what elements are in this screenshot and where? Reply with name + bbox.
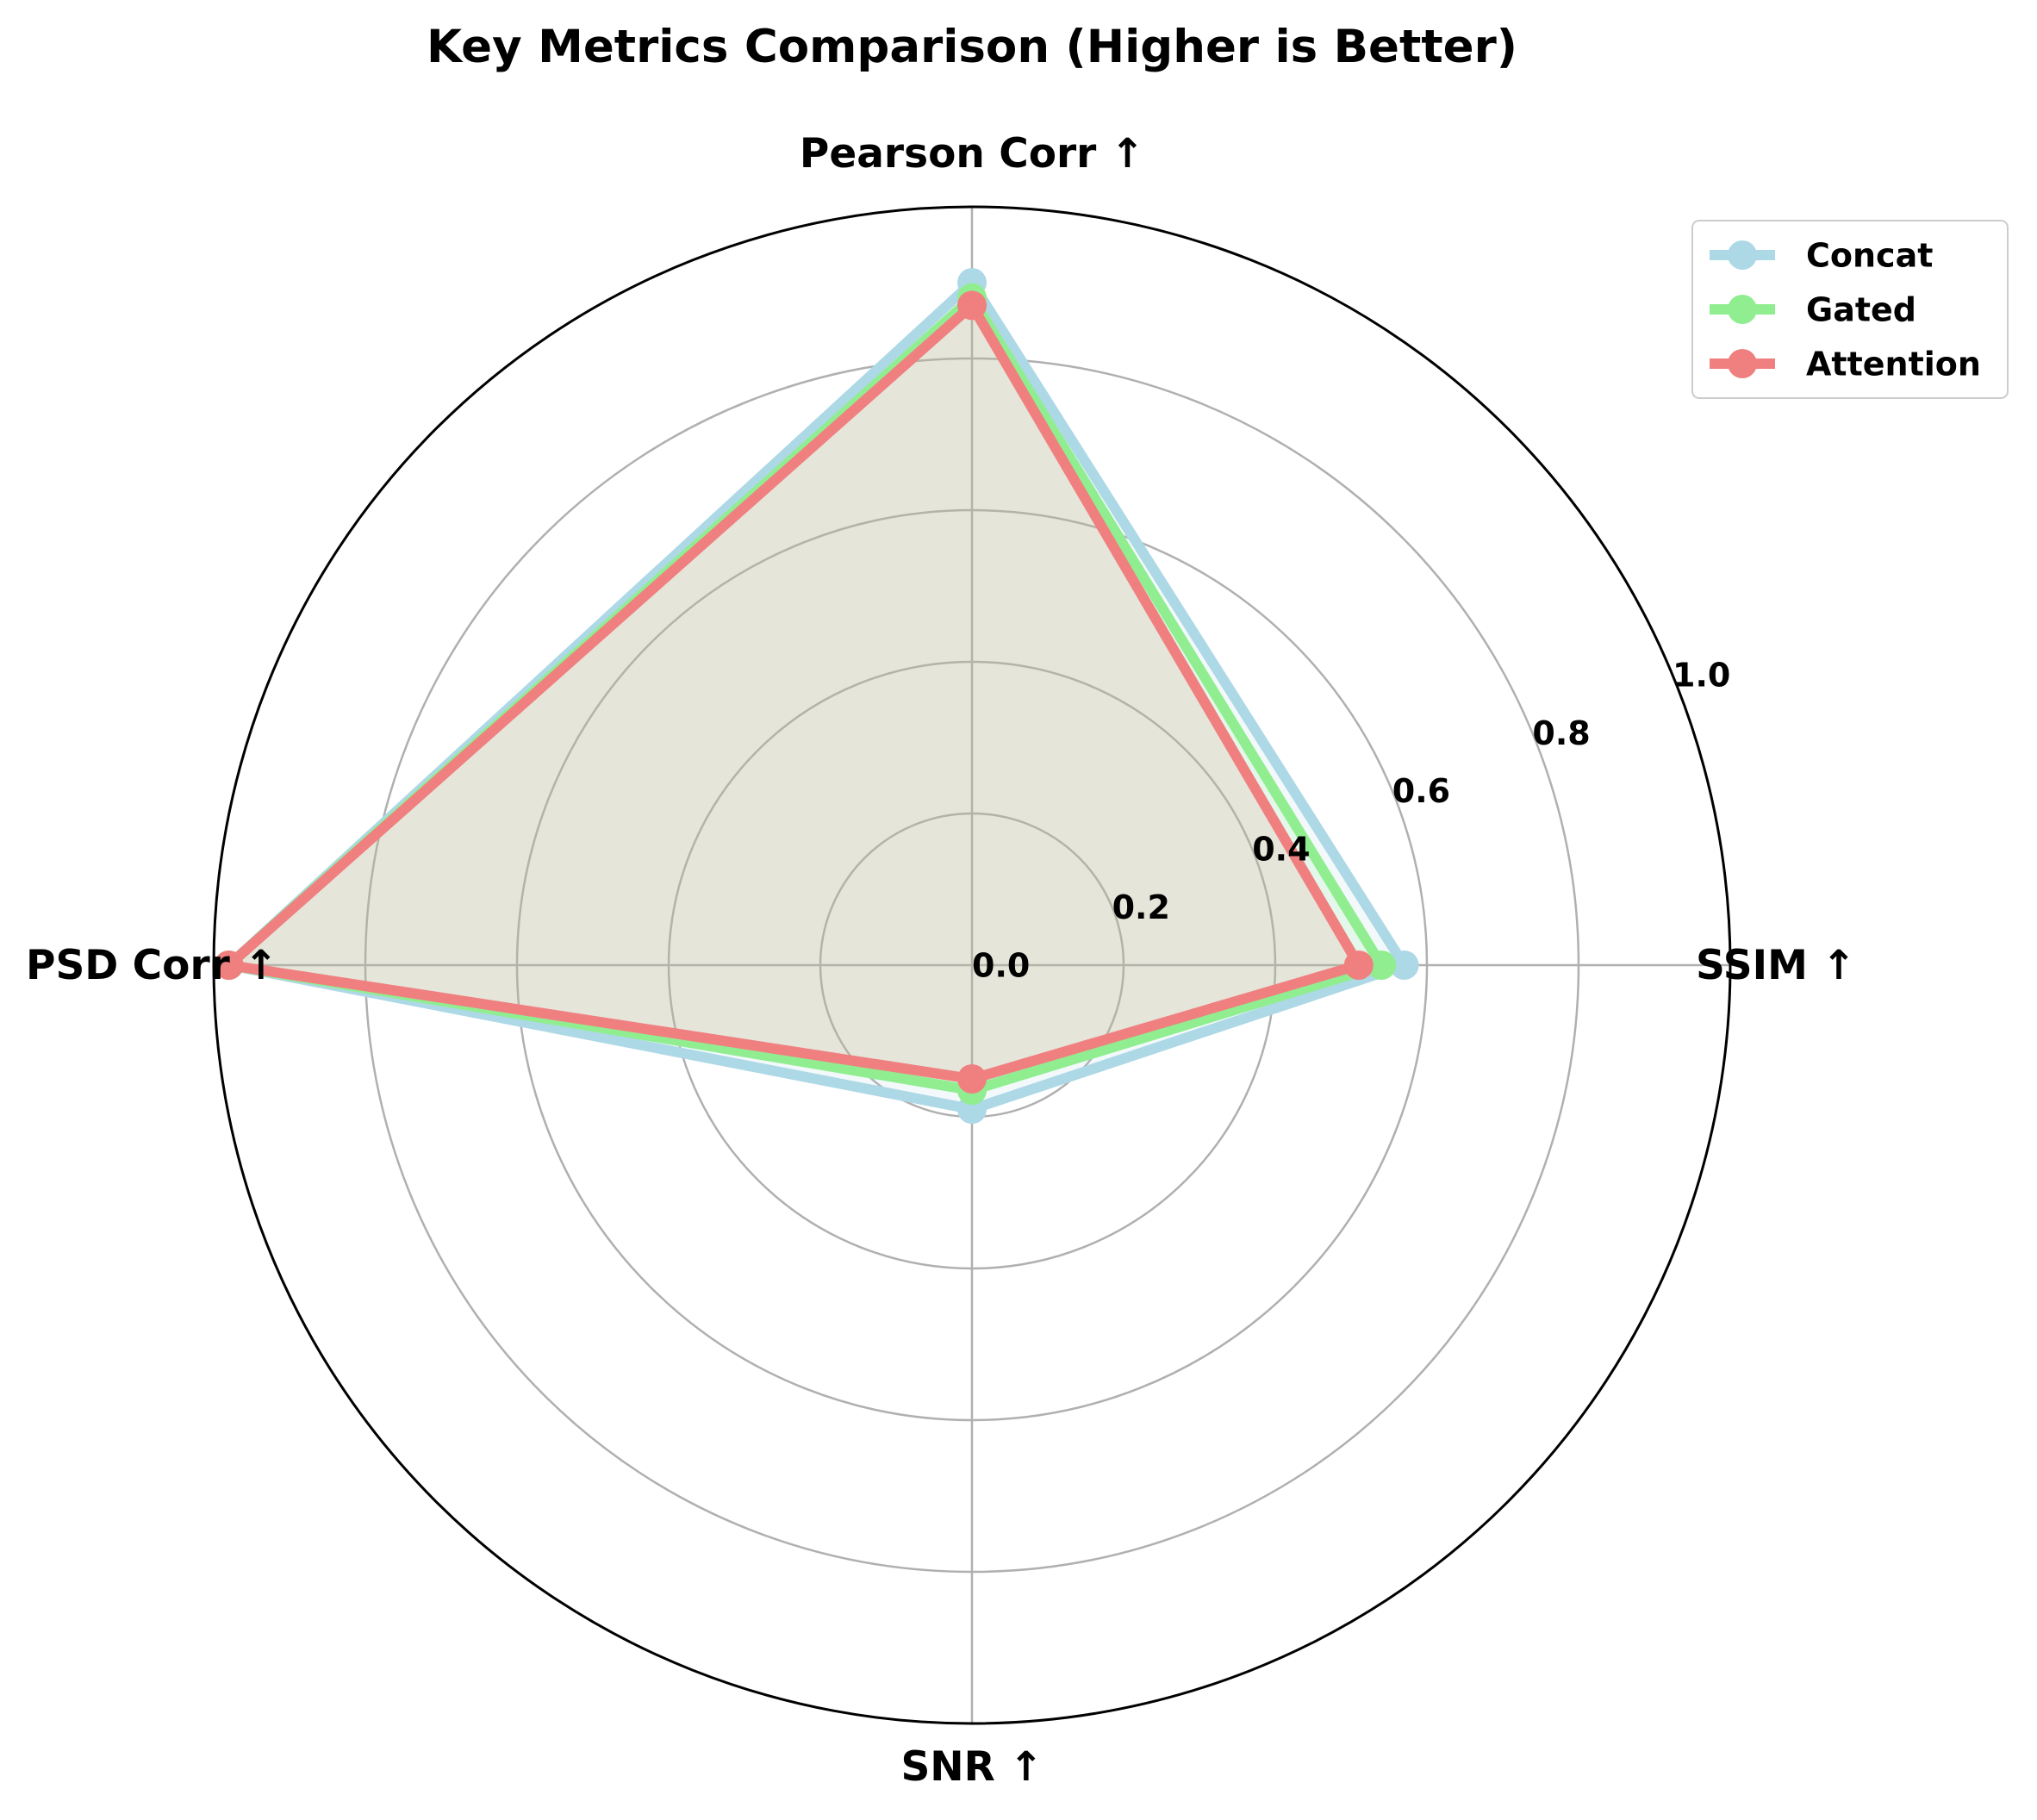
axis-labels: Pearson Corr ↑ SSIM ↑ SNR ↑ PSD Corr ↑ <box>26 130 1856 1791</box>
legend-marker-concat <box>1728 240 1757 270</box>
data-point-attention <box>1343 951 1374 980</box>
data-point-concat <box>1389 951 1419 980</box>
legend-marker-attention <box>1728 349 1757 378</box>
axis-label-ssim: SSIM ↑ <box>1696 942 1856 989</box>
axis-label-snr: SNR ↑ <box>900 1743 1043 1791</box>
polar-frame <box>212 205 1732 1725</box>
rtick-label: 0.4 <box>1252 831 1310 869</box>
radial-tick-labels: 0.0 0.2 0.4 0.6 0.8 1.0 <box>972 657 1730 985</box>
data-point-attention <box>957 290 987 321</box>
chart-title: Key Metrics Comparison (Higher is Better… <box>427 21 1517 73</box>
legend-marker-gated <box>1728 295 1757 324</box>
data-point-gated <box>1367 951 1397 980</box>
rtick-label: 1.0 <box>1673 657 1730 695</box>
legend-label-attention: Attention <box>1806 345 1981 383</box>
rtick-label: 0.2 <box>1112 888 1170 926</box>
legend: Concat Gated Attention <box>1691 220 2009 399</box>
data-point-attention <box>957 1064 987 1094</box>
legend-frame <box>1691 220 2009 399</box>
data-point-attention <box>214 951 244 980</box>
legend-label-concat: Concat <box>1806 236 1933 274</box>
axis-label-psd-corr: PSD Corr ↑ <box>26 942 278 989</box>
radial-grid <box>212 205 1732 1725</box>
rtick-label: 0.0 <box>972 946 1030 984</box>
rtick-label: 0.8 <box>1532 714 1590 752</box>
series-fill-concat <box>228 283 1405 1110</box>
legend-label-gated: Gated <box>1806 290 1916 328</box>
series-fill-attention <box>228 305 1359 1079</box>
rtick-label: 0.6 <box>1392 772 1450 810</box>
axis-label-pearson-corr: Pearson Corr ↑ <box>800 130 1144 178</box>
series-layer <box>214 268 1419 1125</box>
